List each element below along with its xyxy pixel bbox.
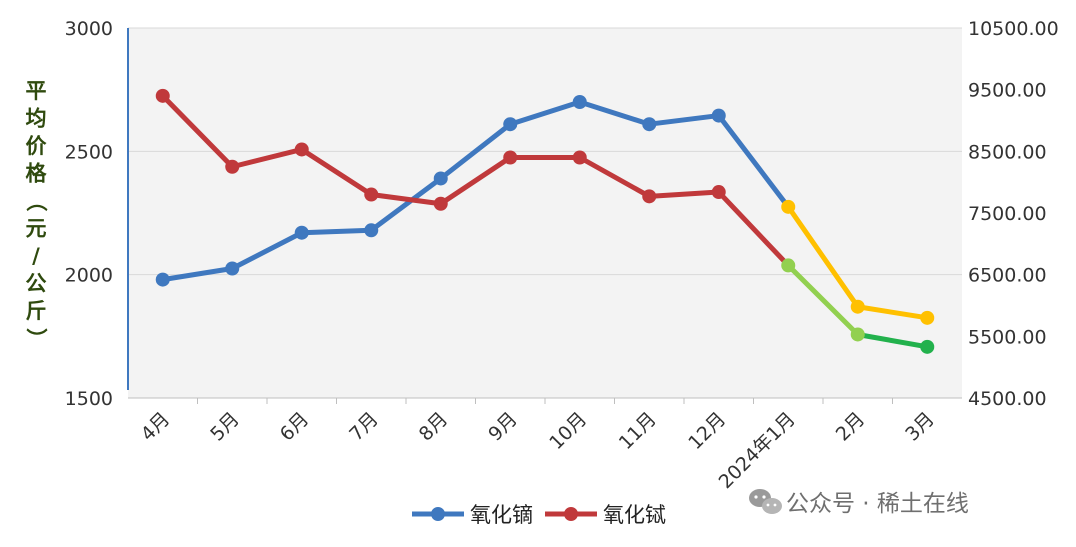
x-tick-label: 7月 (345, 408, 383, 446)
series-point (920, 339, 935, 354)
series-point (364, 187, 379, 202)
series-line-segment (716, 113, 791, 210)
x-tick-label: 6月 (276, 408, 314, 446)
y-axis-title-char: 格 (26, 162, 48, 186)
watermark-text: 公众号 · 稀土在线 (786, 491, 969, 517)
gridlines (128, 27, 962, 276)
series-point (642, 117, 657, 132)
y-axis-title-char: ） (24, 328, 48, 349)
right-tick-label: 8500.00 (968, 141, 1047, 163)
series-point (572, 95, 587, 109)
series-point (294, 225, 309, 240)
series-line-segment (160, 93, 235, 170)
series-line-segment (229, 230, 305, 271)
series-point (850, 327, 865, 342)
series-point (572, 150, 587, 165)
left-tick-label: 2000 (65, 265, 113, 287)
y-axis-title-char: 平 (26, 79, 47, 103)
series-line-segment (716, 189, 791, 268)
series-line-segment (438, 155, 513, 207)
x-tick-label: 9月 (484, 408, 522, 446)
series-line-segment (299, 146, 374, 197)
right-tick-label: 7500.00 (968, 203, 1047, 225)
series-point (433, 171, 448, 186)
series-line-segment (438, 121, 513, 181)
y-axis-title-char: 元 (26, 217, 47, 241)
series-line-segment (160, 266, 235, 283)
series-point (711, 185, 726, 200)
series-lines (160, 93, 930, 350)
series-point (711, 108, 726, 123)
series-point (155, 88, 170, 103)
x-tick-label: 12月 (684, 408, 730, 454)
wechat-icon (749, 489, 782, 514)
series-line-segment (855, 331, 930, 350)
y-axis-title-char: 价 (26, 134, 48, 158)
series-line-segment (855, 304, 930, 321)
right-axis-ticks: 10500.00 9500.00 8500.00 7500.00 6500.00 5500… (968, 18, 1059, 410)
series-line-segment (299, 227, 374, 236)
series-point (364, 223, 379, 238)
series-point (294, 142, 309, 157)
watermark: 公众号 · 稀土在线 (749, 489, 969, 517)
legend: 氧化镝 氧化铽 (412, 503, 666, 527)
series-line-segment (368, 192, 444, 207)
x-tick-label: 8月 (415, 408, 453, 446)
x-tick-label: 10月 (545, 408, 591, 454)
series-point (225, 159, 240, 174)
series-point (503, 150, 518, 165)
right-tick-label: 10500.00 (968, 18, 1059, 40)
right-tick-label: 5500.00 (968, 326, 1047, 348)
series-line-segment (577, 155, 652, 199)
series-point (781, 199, 796, 214)
y-axis-title-char: （ (24, 191, 48, 212)
legend-label: 氧化镝 (470, 503, 533, 527)
series-point (433, 196, 448, 211)
right-tick-label: 4500.00 (968, 388, 1047, 410)
y-axis-title-char: 斤 (26, 299, 47, 323)
series-point (850, 299, 865, 314)
y-axis-title-char: / (32, 244, 40, 268)
plot-area (128, 28, 962, 398)
series-point (503, 117, 518, 132)
legend-label: 氧化铽 (603, 503, 666, 527)
series-point (781, 258, 796, 273)
y-axis-title-char: 均 (26, 107, 47, 131)
series-line-segment (646, 189, 722, 199)
series-line-segment (368, 175, 444, 233)
x-tick-label: 5月 (206, 408, 244, 446)
series-points (155, 88, 935, 354)
series-point (920, 310, 935, 325)
series-line-segment (507, 99, 583, 127)
left-tick-label: 1500 (65, 388, 113, 410)
series-line-segment (785, 204, 861, 310)
series-line-segment (646, 113, 722, 127)
legend-swatch-marker (564, 507, 578, 521)
series-line-segment (229, 146, 305, 170)
series-line-segment (785, 262, 861, 337)
series-point (642, 189, 657, 204)
right-tick-label: 9500.00 (968, 80, 1047, 102)
series-line-segment (577, 99, 652, 127)
x-tick-label: 2月 (832, 408, 870, 446)
series-point (155, 272, 170, 287)
series-point (225, 261, 240, 276)
legend-swatch-marker (431, 507, 445, 521)
right-tick-label: 6500.00 (968, 265, 1047, 287)
left-axis-ticks: 3000 2500 2000 1500 (65, 18, 113, 410)
left-tick-label: 2500 (65, 141, 113, 163)
x-tick-label: 4月 (137, 408, 175, 446)
x-tick-marks (197, 398, 893, 404)
left-tick-label: 3000 (65, 18, 113, 40)
y-axis-title-char: 公 (26, 272, 47, 296)
x-tick-label: 11月 (615, 408, 661, 454)
x-tick-label: 3月 (901, 408, 939, 446)
